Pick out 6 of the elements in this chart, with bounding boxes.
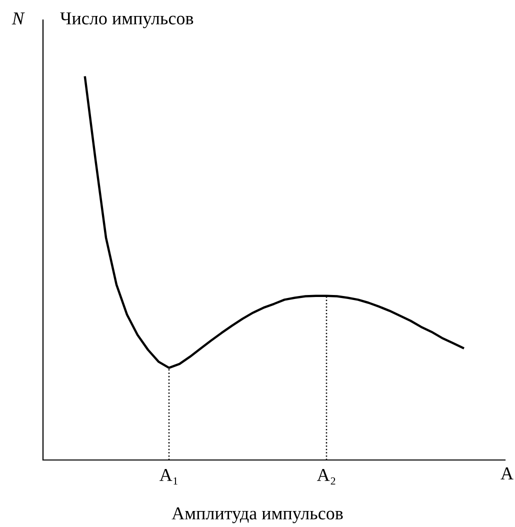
chart-title: Число импульсов: [60, 12, 194, 28]
x-tick-label: A₂: [317, 468, 336, 485]
x-axis-title: Амплитуда импульсов: [172, 507, 343, 524]
x-tick-label: A₁: [160, 468, 178, 484]
text: A: [500, 467, 514, 480]
y-axis-title: N: [12, 12, 25, 24]
